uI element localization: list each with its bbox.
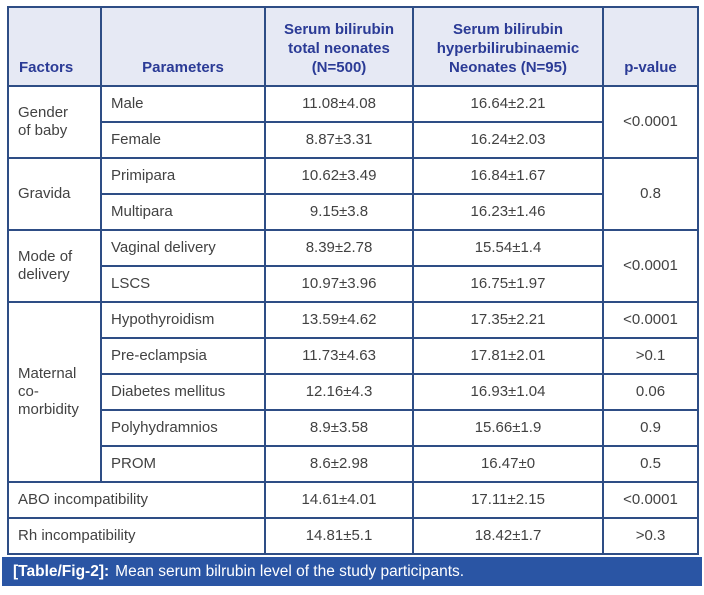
cell-hyper: 16.93±1.04	[412, 373, 604, 411]
cell-p-value: >0.1	[602, 337, 699, 375]
table-row: Mode of delivery Vaginal delivery 8.39±2…	[7, 229, 699, 303]
table-row: ABO incompatibility 14.61±4.01 17.11±2.1…	[7, 481, 699, 519]
cell-p-value: <0.0001	[602, 85, 699, 159]
cell-total: 8.87±3.31	[264, 121, 414, 159]
cell-total: 8.6±2.98	[264, 445, 414, 483]
cell-total: 8.9±3.58	[264, 409, 414, 447]
table-row: Rh incompatibility 14.81±5.1 18.42±1.7 >…	[7, 517, 699, 555]
cell-total: 14.81±5.1	[264, 517, 414, 555]
cell-hyper: 15.54±1.4	[412, 229, 604, 267]
table-row: Maternal co- morbidity Hypothyroidism 13…	[7, 301, 699, 483]
table-row: Female 8.87±3.31 16.24±2.03	[8, 121, 698, 159]
table-caption-text: Mean serum bilrubin level of the study p…	[115, 562, 465, 580]
header-factors: Factors	[7, 6, 102, 87]
cell-total: 10.62±3.49	[264, 157, 414, 195]
header-hyperbilirubinaemic-neonates: Serum bilirubin hyperbilirubinaemic Neon…	[412, 6, 604, 87]
cell-parameter: Female	[100, 121, 266, 159]
cell-hyper: 17.11±2.15	[412, 481, 604, 519]
cell-total: 10.97±3.96	[264, 265, 414, 303]
cell-hyper: 16.24±2.03	[412, 121, 604, 159]
serum-bilirubin-table: Factors Parameters Serum bilirubin total…	[7, 6, 699, 555]
cell-p-value: 0.9	[602, 409, 699, 447]
cell-factor-maternal-comorbidity: Maternal co- morbidity	[7, 301, 102, 483]
table-row: LSCS 10.97±3.96 16.75±1.97	[8, 265, 698, 303]
cell-total: 14.61±4.01	[264, 481, 414, 519]
cell-p-value: >0.3	[602, 517, 699, 555]
cell-total: 9.15±3.8	[264, 193, 414, 231]
cell-total: 13.59±4.62	[264, 301, 414, 339]
cell-parameter: LSCS	[100, 265, 266, 303]
table-row: Multipara 9.15±3.8 16.23±1.46	[8, 193, 698, 231]
table-caption-bar: [Table/Fig-2]: Mean serum bilrubin level…	[2, 557, 702, 586]
header-parameters: Parameters	[100, 6, 266, 87]
header-total-neonates: Serum bilirubin total neonates (N=500)	[264, 6, 414, 87]
cell-hyper: 16.75±1.97	[412, 265, 604, 303]
table-caption-label: [Table/Fig-2]:	[13, 562, 110, 580]
cell-p-value: 0.8	[602, 157, 699, 231]
cell-parameter: Hypothyroidism	[100, 301, 266, 339]
cell-p-value: 0.5	[602, 445, 699, 483]
cell-parameter: Vaginal delivery	[100, 229, 266, 267]
table-row: Polyhydramnios 8.9±3.58 15.66±1.9 0.9	[8, 409, 699, 447]
cell-factor-mode-of-delivery: Mode of delivery	[7, 229, 102, 303]
table-row: Diabetes mellitus 12.16±4.3 16.93±1.04 0…	[8, 373, 699, 411]
cell-parameter: Pre-eclampsia	[100, 337, 266, 375]
header-p-value: p-value	[602, 6, 699, 87]
cell-hyper: 18.42±1.7	[412, 517, 604, 555]
cell-parameter: Diabetes mellitus	[100, 373, 266, 411]
table-row: PROM 8.6±2.98 16.47±0 0.5	[8, 445, 699, 483]
cell-hyper: 16.23±1.46	[412, 193, 604, 231]
table-row: Pre-eclampsia 11.73±4.63 17.81±2.01 >0.1	[8, 337, 699, 375]
cell-p-value: <0.0001	[602, 229, 699, 303]
header-row: Factors Parameters Serum bilirubin total…	[7, 6, 699, 87]
cell-total: 11.08±4.08	[264, 85, 414, 123]
cell-hyper: 16.47±0	[412, 445, 604, 483]
cell-parameter: PROM	[100, 445, 266, 483]
cell-hyper: 15.66±1.9	[412, 409, 604, 447]
cell-total: 8.39±2.78	[264, 229, 414, 267]
cell-p-value: <0.0001	[602, 301, 699, 339]
table-row: Gender of baby Male 11.08±4.08 16.64±2.2…	[7, 85, 699, 159]
cell-p-value: 0.06	[602, 373, 699, 411]
cell-parameter: Primipara	[100, 157, 266, 195]
cell-hyper: 16.64±2.21	[412, 85, 604, 123]
cell-factor-abo-incompatibility: ABO incompatibility	[7, 481, 266, 519]
cell-parameter: Polyhydramnios	[100, 409, 266, 447]
cell-factor-rh-incompatibility: Rh incompatibility	[7, 517, 266, 555]
cell-p-value: <0.0001	[602, 481, 699, 519]
cell-factor-gravida: Gravida	[7, 157, 102, 231]
cell-factor-gender: Gender of baby	[7, 85, 102, 159]
cell-total: 12.16±4.3	[264, 373, 414, 411]
cell-hyper: 17.81±2.01	[412, 337, 604, 375]
cell-total: 11.73±4.63	[264, 337, 414, 375]
cell-parameter: Male	[100, 85, 266, 123]
cell-hyper: 16.84±1.67	[412, 157, 604, 195]
cell-hyper: 17.35±2.21	[412, 301, 604, 339]
table-row: Gravida Primipara 10.62±3.49 16.84±1.67 …	[7, 157, 699, 231]
cell-parameter: Multipara	[100, 193, 266, 231]
